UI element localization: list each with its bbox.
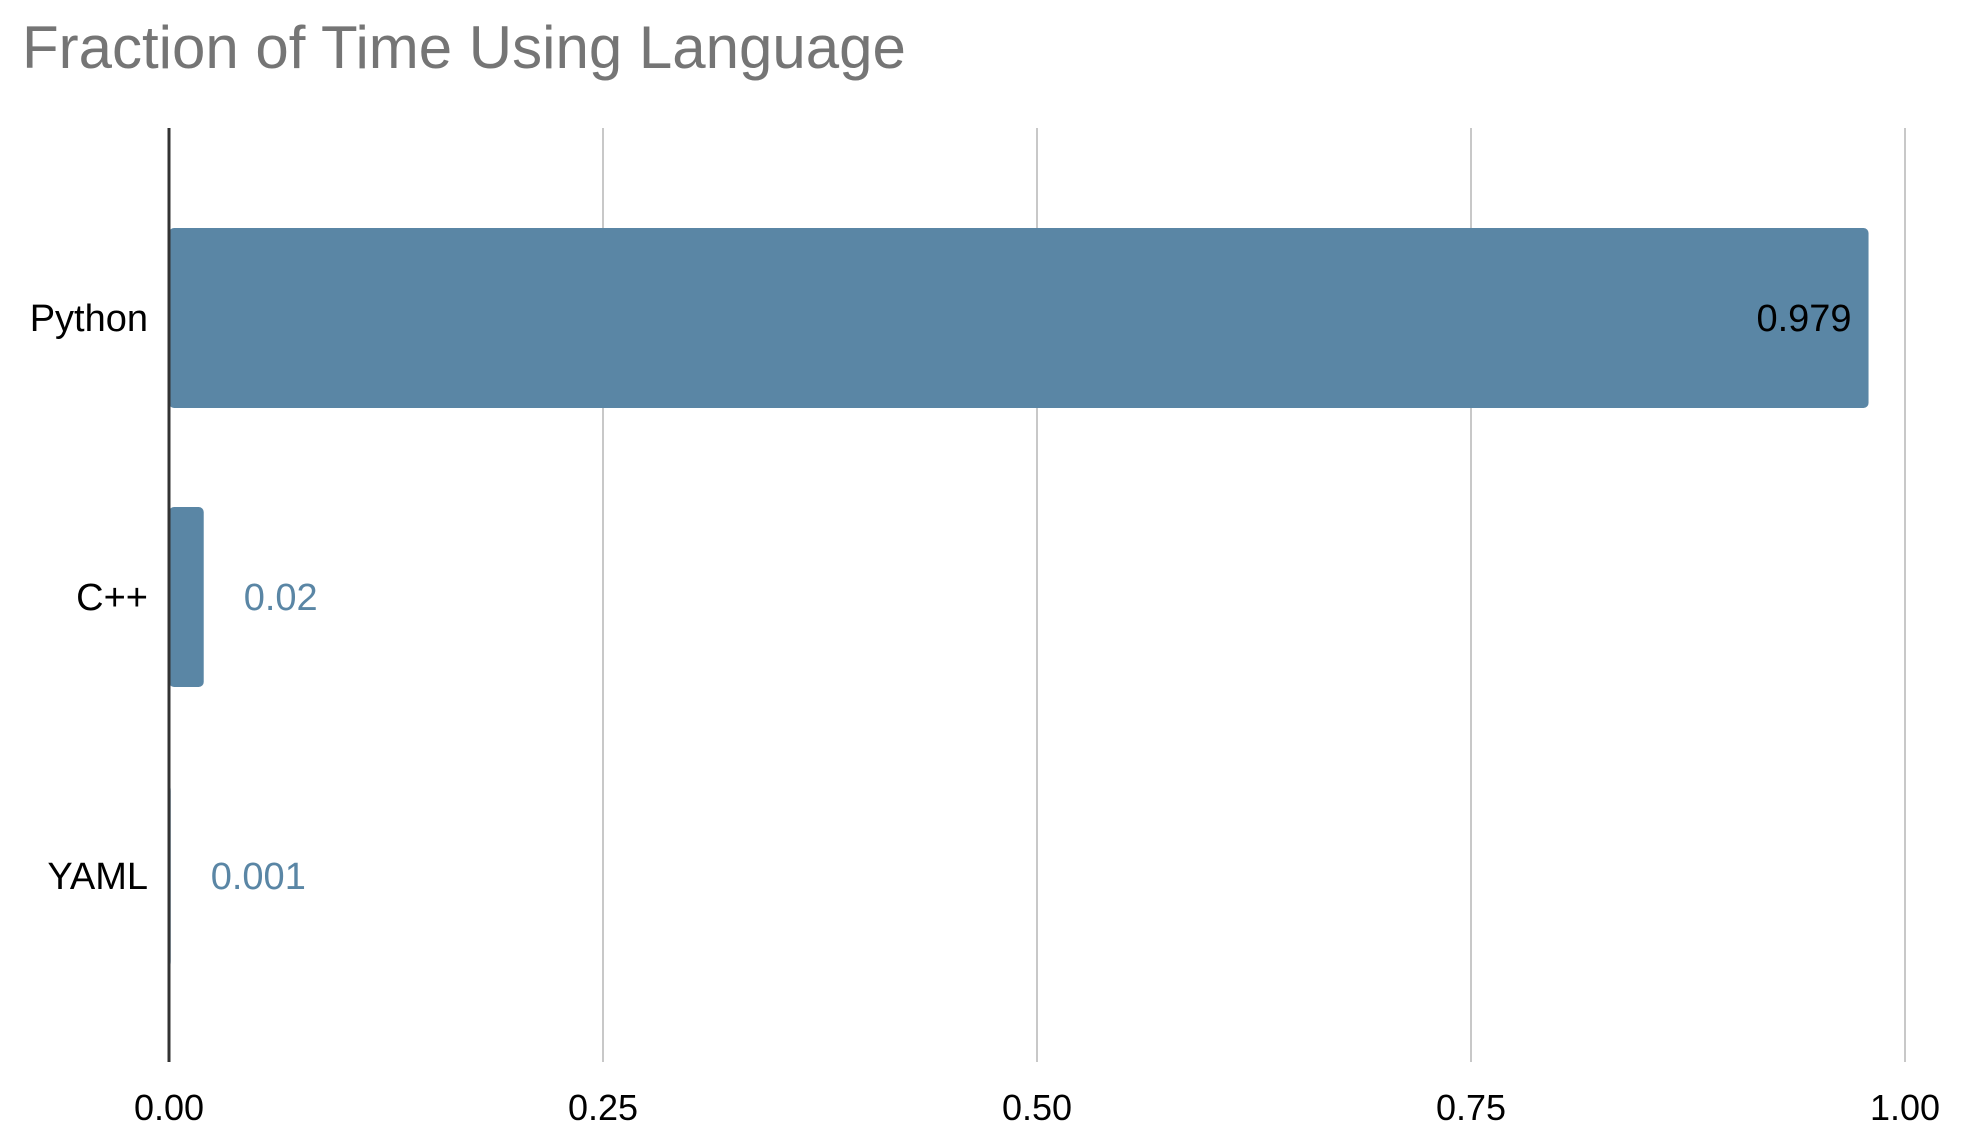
x-tick-labels: 0.00 0.25 0.50 0.75 1.00 (134, 1087, 1940, 1128)
category-label: C++ (76, 577, 148, 619)
category-label: Python (30, 298, 148, 340)
category-labels: Python C++ YAML (30, 298, 148, 898)
category-label: YAML (47, 856, 148, 898)
x-tick-label: 1.00 (1870, 1087, 1940, 1128)
bar-c- (169, 507, 204, 687)
data-label: 0.001 (211, 856, 306, 898)
data-label: 0.02 (244, 577, 318, 619)
x-tick-label: 0.50 (1002, 1087, 1072, 1128)
data-labels: 0.979 0.02 0.001 (211, 298, 1852, 898)
chart-title: Fraction of Time Using Language (22, 14, 906, 81)
data-label: 0.979 (1756, 298, 1851, 340)
bar-python (169, 228, 1869, 408)
x-tick-label: 0.00 (134, 1087, 204, 1128)
x-tick-label: 0.75 (1436, 1087, 1506, 1128)
bars (169, 228, 1869, 966)
x-tick-label: 0.25 (568, 1087, 638, 1128)
